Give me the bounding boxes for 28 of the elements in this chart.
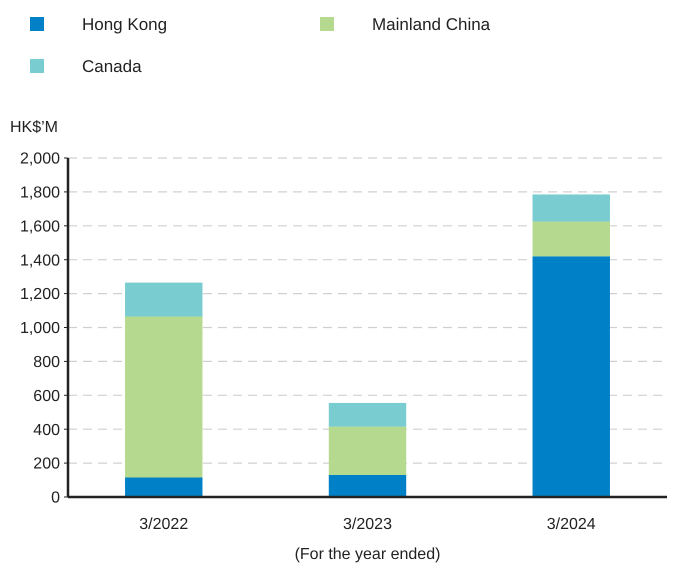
x-tick-label: 3/2023 bbox=[343, 516, 392, 533]
legend-label: Mainland China bbox=[372, 14, 491, 34]
bar bbox=[125, 282, 202, 316]
bar bbox=[328, 402, 406, 427]
y-tick-label: 400 bbox=[33, 422, 60, 439]
y-tick-label: 1,400 bbox=[20, 252, 60, 270]
x-tick-label: 3/2022 bbox=[139, 516, 188, 533]
y-tick-label: 1,800 bbox=[20, 184, 60, 202]
legend-label: Hong Kong bbox=[82, 14, 168, 34]
x-axis-title: (For the year ended) bbox=[294, 546, 440, 563]
bar bbox=[125, 478, 202, 497]
bar bbox=[328, 426, 406, 475]
y-tick-label: 1,000 bbox=[20, 320, 60, 338]
y-tick-label: 800 bbox=[33, 354, 60, 371]
y-tick-label: 2,000 bbox=[20, 150, 60, 168]
y-tick-label: 1,600 bbox=[20, 218, 60, 236]
bar bbox=[532, 194, 610, 222]
bar bbox=[532, 222, 610, 256]
bar bbox=[125, 316, 202, 478]
bar bbox=[532, 256, 610, 497]
y-axis-title: HK$’M bbox=[10, 119, 58, 136]
bar bbox=[328, 474, 406, 497]
x-tick-label: 3/2024 bbox=[546, 516, 596, 533]
y-tick-label: 600 bbox=[33, 388, 60, 405]
legend-label: Canada bbox=[82, 56, 142, 76]
y-tick-label: 200 bbox=[33, 456, 60, 473]
y-tick-label: 1,200 bbox=[20, 286, 60, 304]
y-tick-label: 0 bbox=[51, 490, 60, 507]
